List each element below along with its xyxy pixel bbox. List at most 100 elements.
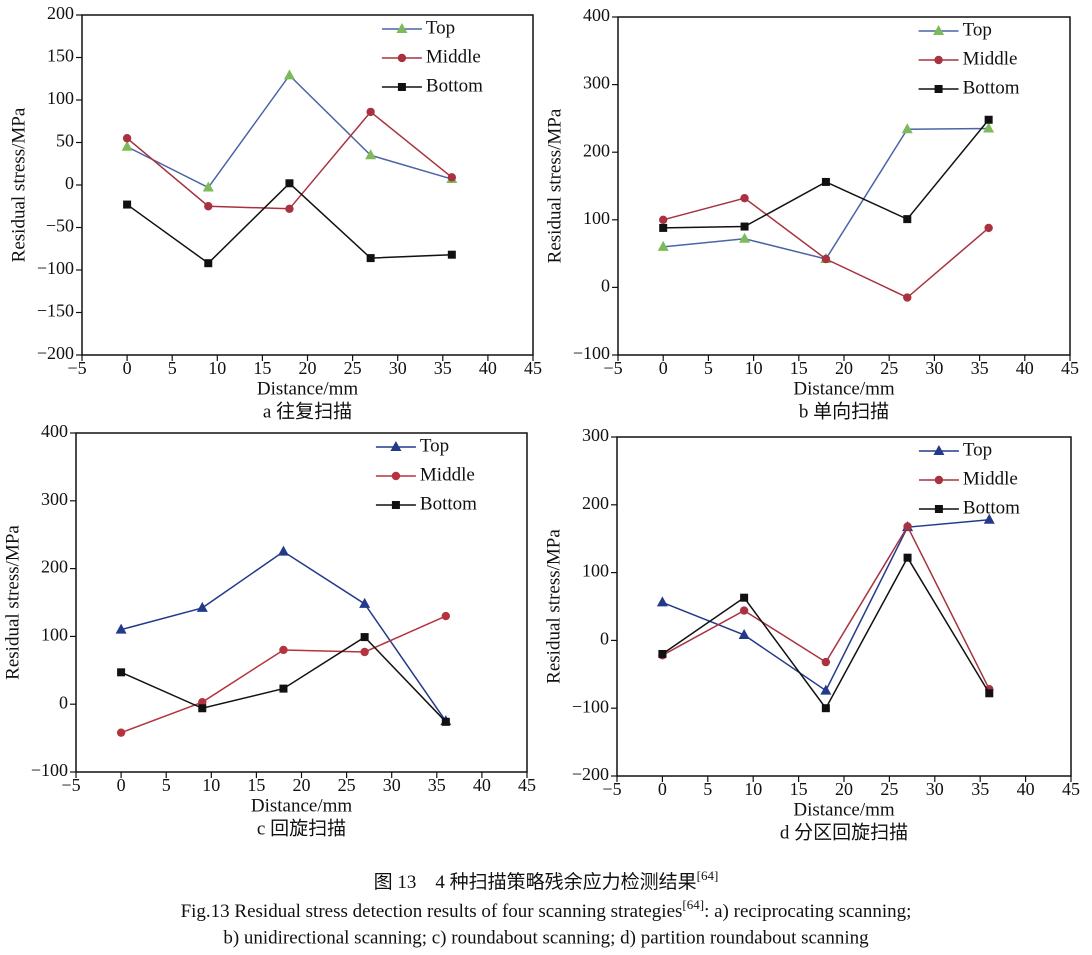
- y-tick-label: 100: [582, 561, 609, 581]
- y-tick-label: 0: [600, 629, 609, 649]
- marker: [277, 545, 289, 556]
- panel-caption: d 分区回旋扫描: [780, 821, 908, 843]
- y-tick-label: 0: [65, 173, 74, 193]
- marker: [285, 179, 294, 188]
- y-tick-label: 100: [47, 88, 74, 108]
- x-tick-label: 30: [389, 358, 407, 378]
- x-tick-label: 15: [253, 358, 271, 378]
- x-tick-label: 40: [1017, 779, 1035, 799]
- x-tick-label: 45: [1062, 779, 1080, 799]
- x-tick-label: 0: [658, 779, 667, 799]
- y-axis-label: Residual stress/MPa: [543, 529, 564, 684]
- y-tick-label: 200: [583, 140, 610, 160]
- marker: [441, 717, 450, 726]
- x-tick-label: 35: [971, 779, 989, 799]
- series-line: [120, 550, 447, 722]
- marker: [279, 684, 288, 693]
- y-tick-label: 0: [601, 276, 610, 296]
- marker: [821, 254, 831, 264]
- x-axis-label: Distance/mm: [793, 378, 895, 399]
- caption-text: 图 13 4 种扫描策略残余应力检测结果: [374, 871, 697, 893]
- x-tick-label: 30: [383, 775, 401, 795]
- x-tick-label: 40: [1016, 358, 1034, 378]
- y-tick-label: −100: [37, 258, 74, 278]
- figure-caption-en-2: b) unidirectional scanning; c) roundabou…: [223, 927, 869, 948]
- x-tick-label: 0: [123, 358, 132, 378]
- legend-label: Top: [963, 439, 992, 460]
- y-tick-label: 100: [41, 625, 68, 645]
- x-tick-label: 35: [971, 358, 989, 378]
- x-tick-label: 30: [925, 358, 943, 378]
- panel-caption: a 往复扫描: [263, 400, 352, 422]
- x-tick-label: 40: [479, 358, 497, 378]
- marker: [740, 222, 749, 231]
- x-tick-label: 25: [880, 358, 898, 378]
- marker: [365, 149, 377, 160]
- x-tick-label: 5: [704, 358, 713, 378]
- legend-label: Middle: [963, 468, 1018, 489]
- figure-caption-cn: 图 13 4 种扫描策略残余应力检测结果[64]: [374, 868, 719, 893]
- legend-label: Bottom: [426, 75, 483, 96]
- marker: [903, 522, 912, 531]
- y-tick-label: −100: [31, 760, 68, 780]
- marker: [360, 647, 369, 657]
- marker: [984, 223, 993, 233]
- marker: [366, 107, 375, 117]
- x-tick-label: 35: [434, 358, 452, 378]
- legend-label: Middle: [963, 48, 1018, 69]
- marker: [983, 513, 995, 524]
- y-tick-label: 150: [47, 46, 74, 66]
- x-tick-label: 15: [790, 358, 808, 378]
- marker: [122, 134, 132, 143]
- marker: [204, 202, 213, 211]
- marker: [656, 596, 668, 607]
- marker: [366, 254, 375, 263]
- marker: [198, 697, 207, 707]
- marker: [198, 704, 207, 713]
- legend-marker: [934, 85, 943, 93]
- y-tick-label: 400: [583, 5, 610, 25]
- marker: [659, 223, 668, 232]
- x-tick-label: −5: [603, 358, 622, 378]
- x-tick-label: 10: [744, 779, 762, 799]
- marker: [740, 593, 749, 602]
- legend-label: Bottom: [963, 497, 1020, 518]
- marker: [115, 623, 127, 634]
- x-tick-label: 5: [168, 358, 177, 378]
- marker: [984, 115, 993, 124]
- y-tick-label: 200: [47, 3, 74, 23]
- x-tick-label: 20: [293, 775, 311, 795]
- x-tick-label: 25: [880, 779, 898, 799]
- y-axis-label: Residual stress/MPa: [544, 108, 565, 263]
- panel-caption: b 单向扫描: [799, 400, 889, 422]
- caption-text: : a) reciprocating scanning;: [704, 901, 911, 922]
- y-tick-label: −150: [37, 301, 74, 321]
- chart-panel: −5 0 5 10 15 20 25 30 35 40 45−200−150−100−5005010…: [8, 3, 542, 422]
- x-tick-label: −5: [61, 775, 80, 795]
- caption-text: Fig.13 Residual stress detection results…: [181, 901, 683, 922]
- y-tick-label: 400: [41, 421, 68, 441]
- legend-marker: [391, 471, 401, 481]
- marker: [441, 611, 451, 621]
- x-axis-label: Distance/mm: [793, 799, 895, 820]
- marker: [820, 684, 832, 695]
- x-tick-label: 45: [1061, 358, 1079, 378]
- chart-panel: −5 0 5 10 15 20 25 30 35 40 45 −100 0 100 200 300 400 Dis…: [2, 421, 536, 839]
- legend-marker: [391, 501, 400, 509]
- panel-caption: c 回旋扫描: [257, 817, 346, 839]
- x-tick-label: −5: [602, 779, 621, 799]
- marker: [903, 215, 912, 224]
- marker: [738, 628, 750, 639]
- y-tick-label: 300: [582, 425, 609, 445]
- x-tick-label: 20: [835, 779, 853, 799]
- legend-label: Middle: [420, 464, 475, 485]
- figure-caption-en: Fig.13 Residual stress detection results…: [181, 897, 912, 922]
- marker: [447, 250, 456, 259]
- marker: [903, 293, 912, 302]
- marker: [196, 601, 208, 612]
- y-axis-label: Residual stress/MPa: [8, 107, 29, 262]
- x-tick-label: 15: [247, 775, 265, 795]
- x-tick-label: 25: [338, 775, 356, 795]
- legend-marker: [397, 53, 407, 63]
